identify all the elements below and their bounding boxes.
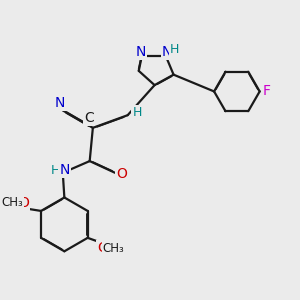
Text: N: N	[59, 163, 70, 177]
Text: H: H	[170, 44, 179, 56]
Text: O: O	[18, 196, 29, 210]
Text: N: N	[162, 45, 172, 59]
Text: F: F	[262, 84, 271, 98]
Text: CH₃: CH₃	[1, 196, 23, 209]
Text: O: O	[116, 167, 128, 182]
Text: H: H	[51, 164, 61, 177]
Text: C: C	[84, 111, 94, 125]
Text: H: H	[133, 106, 142, 118]
Text: N: N	[135, 45, 146, 59]
Text: O: O	[97, 241, 108, 255]
Text: CH₃: CH₃	[103, 242, 124, 255]
Text: N: N	[55, 95, 65, 110]
